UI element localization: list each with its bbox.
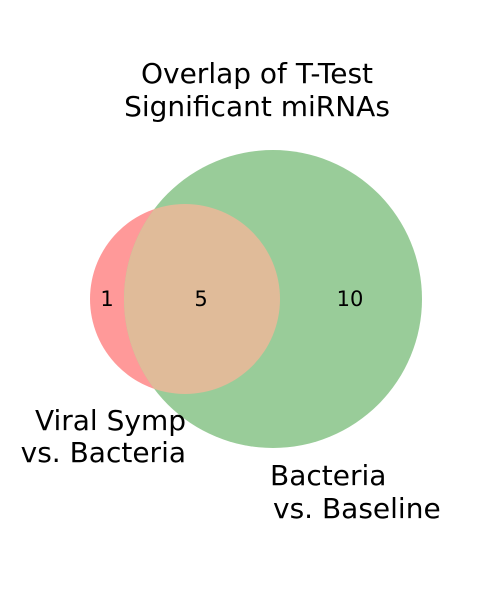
diagram-title-line-2: Significant miRNAs	[124, 90, 390, 123]
diagram-title-line-1: Overlap of T-Test	[141, 57, 373, 90]
set-b-label-line-2: vs. Baseline	[273, 492, 441, 525]
set-a-label-line-1: Viral Symp	[35, 404, 186, 437]
count-set-a-only: 1	[100, 287, 113, 311]
set-a-label-line-2: vs. Bacteria	[21, 436, 186, 469]
overlap-region	[124, 204, 280, 394]
count-overlap: 5	[194, 287, 207, 311]
set-b-label-line-1: Bacteria	[270, 459, 386, 492]
count-set-b-only: 10	[337, 287, 364, 311]
